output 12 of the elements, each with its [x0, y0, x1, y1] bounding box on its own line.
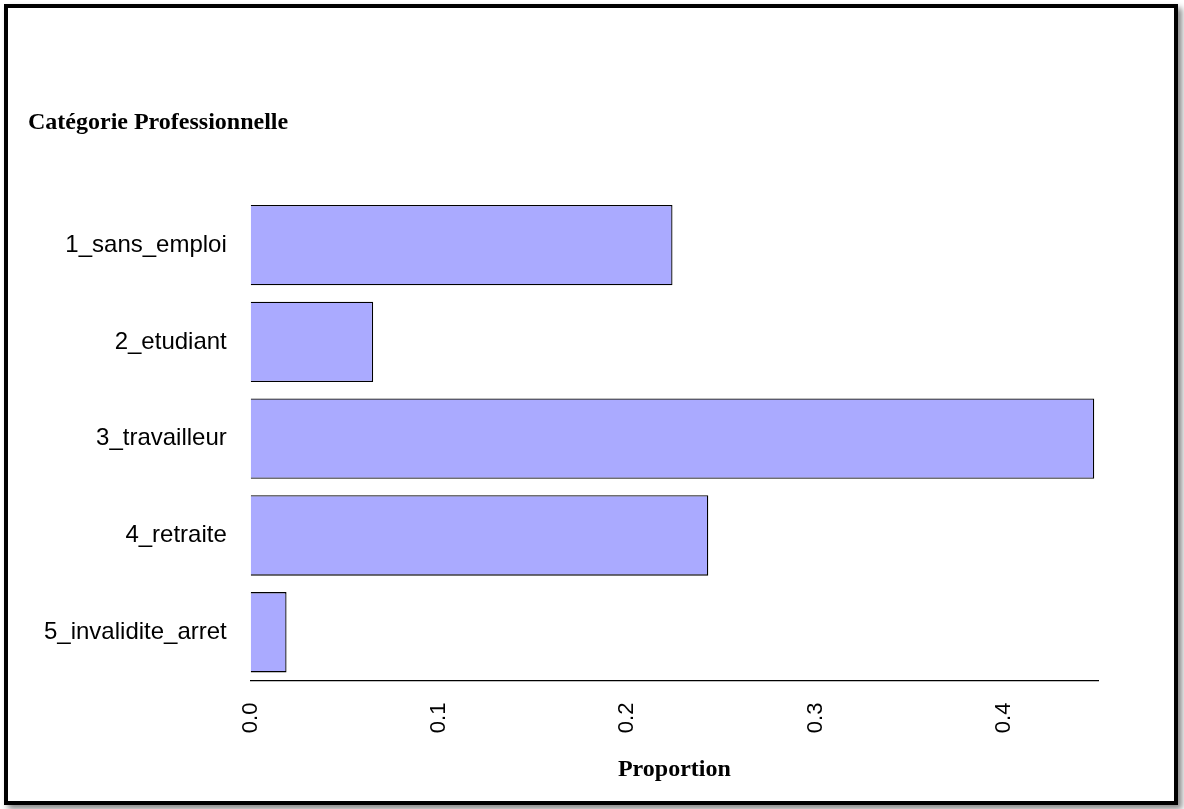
y-tick-label: 4_retraite: [125, 520, 227, 548]
x-tick-label: 0.4: [989, 702, 1015, 734]
x-tick-label: 0.1: [425, 702, 451, 734]
x-tick-label: 0.0: [236, 702, 262, 734]
y-tick-label: 1_sans_emploi: [65, 229, 227, 257]
y-tick-label: 3_travailleur: [96, 423, 227, 451]
y-tick-label: 2_etudiant: [114, 326, 228, 354]
chart-title: Catégorie Professionnelle: [28, 107, 289, 134]
x-tick-label: 0.3: [801, 702, 827, 734]
y-tick-label: 5_invalidite_arret: [44, 616, 228, 644]
x-axis-title: Proportion: [617, 754, 731, 781]
x-tick-label: 0.2: [613, 702, 639, 734]
